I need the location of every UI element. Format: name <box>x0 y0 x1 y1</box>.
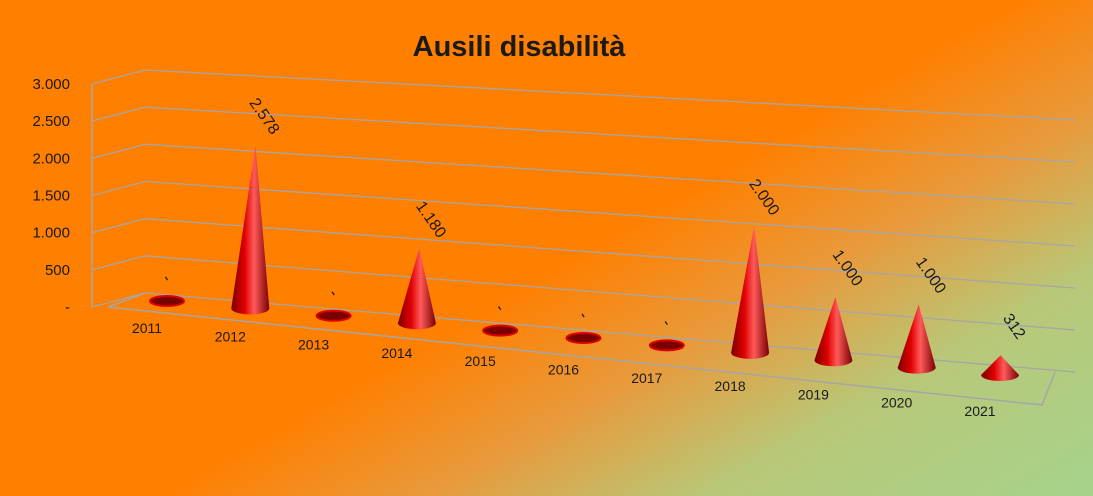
data-label: - <box>491 301 508 315</box>
gridline-side <box>91 143 146 159</box>
cone-bar <box>981 355 1019 381</box>
x-tick-label: 2013 <box>298 337 329 353</box>
gridline <box>144 180 1076 247</box>
gridline-side <box>91 292 146 308</box>
x-tick-label: 2019 <box>798 386 829 402</box>
data-label: 1.000 <box>829 247 866 290</box>
y-tick-label: 2.500 <box>32 113 70 130</box>
cone-bar <box>897 304 936 374</box>
cone-bar <box>814 296 853 367</box>
gridline <box>144 218 1076 289</box>
gridline-side <box>91 180 146 197</box>
x-tick-label: 2016 <box>548 362 579 378</box>
data-label: - <box>325 286 342 300</box>
x-tick-label: 2018 <box>715 378 746 394</box>
bar-2016 <box>565 332 602 344</box>
y-tick-label: - <box>65 299 70 316</box>
cone-base <box>648 339 685 352</box>
cone-base <box>149 295 185 307</box>
data-label: 2.578 <box>246 95 283 138</box>
bar-2017 <box>648 339 685 352</box>
gridline <box>144 106 1076 163</box>
gridline-side <box>91 106 146 122</box>
bar-2015 <box>482 324 519 337</box>
bar-2019 <box>814 296 853 367</box>
x-tick-label: 2021 <box>964 403 995 419</box>
cone-bar <box>731 226 770 359</box>
floor-tick <box>1037 403 1043 406</box>
gridline-side <box>91 69 146 85</box>
bar-2011 <box>149 295 185 307</box>
data-label: - <box>575 308 592 322</box>
cone-bar <box>231 145 270 315</box>
cone-base <box>315 309 352 322</box>
x-axis-categories: 2011 2012 2013 2014 2015 2016 2017 2018 2019 2020… <box>132 320 996 419</box>
data-label: 312 <box>999 311 1028 343</box>
bars <box>149 145 1019 381</box>
floor-edge-left <box>107 292 146 308</box>
x-tick-label: 2015 <box>465 353 496 369</box>
gridline <box>144 69 1076 121</box>
y-tick-label: 2.000 <box>32 150 70 167</box>
bar-2012 <box>231 145 270 315</box>
y-axis-ticks: - 500 1.000 1.500 2.000 2.500 3.000 <box>32 76 70 316</box>
y-tick-label: 3.000 <box>32 76 70 93</box>
cone-base <box>565 332 602 344</box>
x-tick-label: 2020 <box>881 395 912 411</box>
gridlines <box>91 69 1076 406</box>
x-tick-label: 2011 <box>132 320 162 336</box>
bar-2020 <box>897 304 936 374</box>
chart-title: Ausili disabilità <box>413 31 627 63</box>
cone-base <box>482 324 519 337</box>
y-tick-label: 1.500 <box>32 188 70 205</box>
y-tick-label: 1.000 <box>32 225 70 242</box>
gridline-side <box>91 218 146 234</box>
x-tick-label: 2017 <box>631 370 662 386</box>
bar-2018 <box>731 226 770 359</box>
gridline-side <box>91 255 146 271</box>
bar-2013 <box>315 309 352 322</box>
data-label: 1.180 <box>412 199 449 242</box>
x-tick-label: 2014 <box>381 345 412 361</box>
x-tick-label: 2012 <box>215 328 246 344</box>
bar-2014 <box>397 248 436 330</box>
data-label: - <box>158 271 175 285</box>
bar-2021 <box>981 355 1019 381</box>
data-label: 2.000 <box>745 176 782 219</box>
cone-bar <box>397 248 436 330</box>
y-tick-label: 500 <box>45 262 70 279</box>
gridline <box>144 143 1076 205</box>
data-label: - <box>658 316 675 330</box>
